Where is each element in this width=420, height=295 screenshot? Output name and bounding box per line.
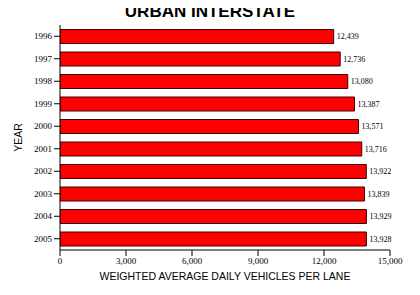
svg-text:2005: 2005 [34, 234, 53, 244]
svg-text:13,922: 13,922 [369, 167, 391, 176]
svg-text:2003: 2003 [34, 189, 53, 199]
svg-text:3,000: 3,000 [116, 256, 137, 266]
svg-text:9,000: 9,000 [248, 256, 269, 266]
svg-text:13,080: 13,080 [351, 77, 373, 86]
svg-text:1997: 1997 [34, 54, 53, 64]
svg-text:2002: 2002 [34, 166, 52, 176]
svg-text:13,387: 13,387 [358, 100, 380, 109]
svg-text:13,929: 13,929 [369, 212, 391, 221]
svg-text:12,000: 12,000 [312, 256, 337, 266]
svg-text:12,439: 12,439 [337, 32, 359, 41]
svg-text:13,839: 13,839 [367, 190, 389, 199]
svg-text:1996: 1996 [34, 31, 53, 41]
svg-text:2004: 2004 [34, 211, 53, 221]
svg-text:2000: 2000 [34, 121, 53, 131]
svg-text:13,571: 13,571 [362, 122, 384, 131]
svg-text:2001: 2001 [34, 144, 52, 154]
svg-text:YEAR: YEAR [12, 123, 24, 152]
svg-text:13,928: 13,928 [369, 235, 391, 244]
svg-text:1999: 1999 [34, 99, 53, 109]
html-text:URBAN INTERSTATE: URBAN INTERSTATE [124, 2, 296, 21]
svg-text:1998: 1998 [34, 76, 53, 86]
svg-text:13,716: 13,716 [365, 145, 387, 154]
svg-text:15,000: 15,000 [378, 256, 403, 266]
svg-text:6,000: 6,000 [182, 256, 203, 266]
svg-text:WEIGHTED AVERAGE DAILY VEHICLE: WEIGHTED AVERAGE DAILY VEHICLES PER LANE [100, 270, 351, 282]
svg-text:0: 0 [58, 256, 63, 266]
svg-text:12,736: 12,736 [343, 55, 365, 64]
